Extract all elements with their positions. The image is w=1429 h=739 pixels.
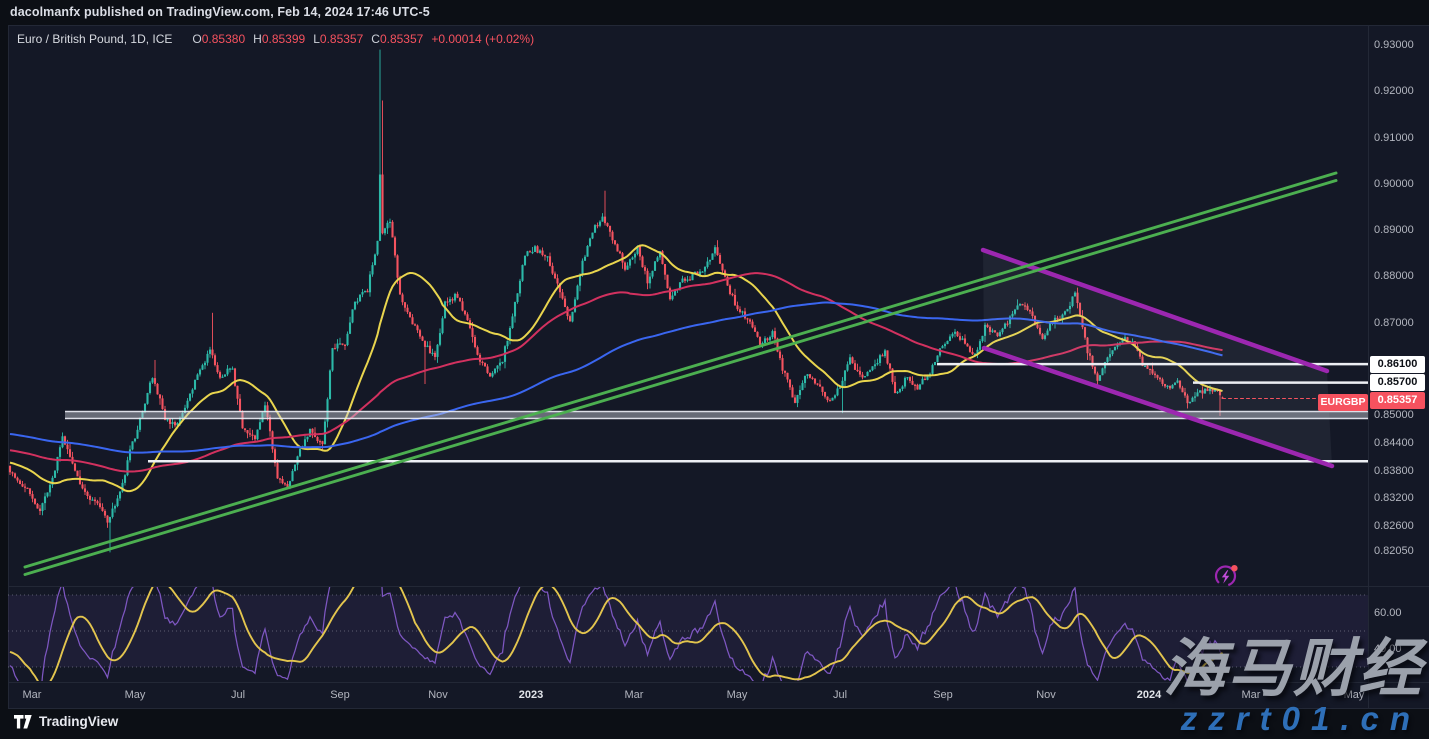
price-tick-label: 0.91000: [1374, 131, 1414, 144]
tradingview-logo-icon: [14, 714, 32, 728]
time-axis-label: 2024: [1136, 689, 1162, 701]
tradingview-logo[interactable]: TradingView: [14, 714, 118, 729]
close-label: C: [371, 32, 380, 46]
time-axis-label: Jul: [832, 689, 848, 701]
symbol-title: Euro / British Pound, 1D, ICE: [17, 32, 173, 46]
time-axis-label: Sep: [330, 689, 350, 701]
price-tick-label: 0.93000: [1374, 39, 1414, 51]
price-tick-label: 0.85000: [1374, 409, 1414, 421]
time-axis-label: Jul: [230, 689, 246, 701]
time-axis-label: Mar: [22, 689, 42, 701]
level-price-badge: 0.85700: [1370, 374, 1425, 392]
open-label: O: [192, 32, 202, 46]
lightning-stream-icon[interactable]: [1212, 561, 1240, 589]
tradingview-logo-text: TradingView: [39, 714, 119, 729]
low-label: L: [313, 32, 320, 46]
high-value: 0.85399: [261, 32, 306, 46]
price-tick-label: 0.87000: [1374, 316, 1414, 329]
level-price-badge: 0.86100: [1370, 355, 1425, 373]
time-axis-label: Nov: [1036, 689, 1056, 701]
price-tick-label: 0.83800: [1374, 464, 1414, 477]
rsi-scale-label: 60.00: [1374, 607, 1402, 619]
price-tick-label: 0.89000: [1374, 224, 1414, 236]
open-value: 0.85380: [201, 32, 246, 46]
time-axis-label: Nov: [428, 689, 448, 701]
low-value: 0.85357: [319, 32, 364, 46]
price-tick-label: 0.92000: [1374, 85, 1414, 98]
lightning-icon: [1221, 570, 1230, 584]
high-label: H: [253, 32, 262, 46]
time-axis-label: Sep: [933, 689, 953, 701]
price-tick-label: 0.82600: [1374, 520, 1414, 532]
time-axis-label: Mar: [624, 689, 644, 701]
rsi-scale-label: 40.00: [1374, 643, 1402, 655]
notification-dot: [1231, 565, 1238, 572]
price-tick-label: 0.83200: [1374, 492, 1414, 505]
watermark-url: zzrt01.cn: [1180, 700, 1421, 737]
time-axis-label: 2023: [518, 689, 544, 701]
symbol-header: Euro / British Pound, 1D, ICE O0.85380 H0.…: [17, 32, 534, 46]
time-axis-label: Mar: [1241, 689, 1261, 701]
price-tick-label: 0.84400: [1374, 436, 1414, 449]
price-tick-label: 0.88000: [1374, 270, 1414, 283]
time-axis-label: May: [1343, 689, 1365, 701]
close-value: 0.85357: [379, 32, 424, 46]
price-tick-label: 0.90000: [1374, 177, 1414, 190]
change-value: +0.00014 (+0.02%): [431, 32, 535, 46]
time-axis-label: May: [124, 689, 146, 701]
time-axis-label: May: [726, 689, 748, 701]
symbol-price-tag: EURGBP: [1318, 394, 1368, 411]
watermark-brand: 海马财经: [1163, 634, 1423, 704]
price-tick-label: 0.82050: [1374, 545, 1414, 558]
attribution-text: dacolmanfx published on TradingView.com,…: [10, 5, 430, 19]
last-price-badge: 0.85357: [1370, 391, 1425, 409]
